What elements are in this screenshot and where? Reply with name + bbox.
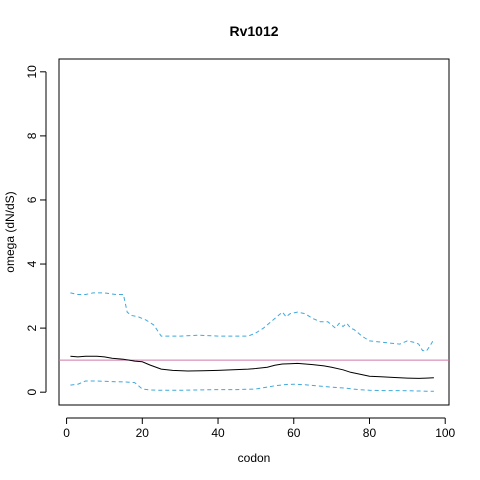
y-tick-label: 2 xyxy=(25,324,39,331)
y-axis: 0 2 4 6 8 10 xyxy=(25,65,47,396)
x-tick-label: 100 xyxy=(435,426,455,440)
y-tick-label: 10 xyxy=(25,65,39,79)
chart-title: Rv1012 xyxy=(229,23,278,39)
y-tick-label: 6 xyxy=(25,196,39,203)
y-axis-label: omega (dN/dS) xyxy=(3,191,17,272)
x-tick-label: 20 xyxy=(136,426,150,440)
x-tick-label: 60 xyxy=(287,426,301,440)
plot-frame xyxy=(58,58,450,406)
x-tick-label: 80 xyxy=(363,426,377,440)
x-tick-label: 40 xyxy=(211,426,225,440)
x-axis-label: codon xyxy=(238,451,271,465)
omega-series-line xyxy=(70,355,434,379)
series-layer xyxy=(70,292,435,392)
y-tick-label: 4 xyxy=(25,260,39,267)
lower-ci-series-line xyxy=(70,380,434,392)
y-tick-label: 0 xyxy=(25,389,39,396)
y-tick-label: 8 xyxy=(25,132,39,139)
upper-ci-series-line xyxy=(70,292,435,352)
x-tick-label: 0 xyxy=(63,426,70,440)
x-axis: 0 20 40 60 80 100 xyxy=(63,417,456,440)
